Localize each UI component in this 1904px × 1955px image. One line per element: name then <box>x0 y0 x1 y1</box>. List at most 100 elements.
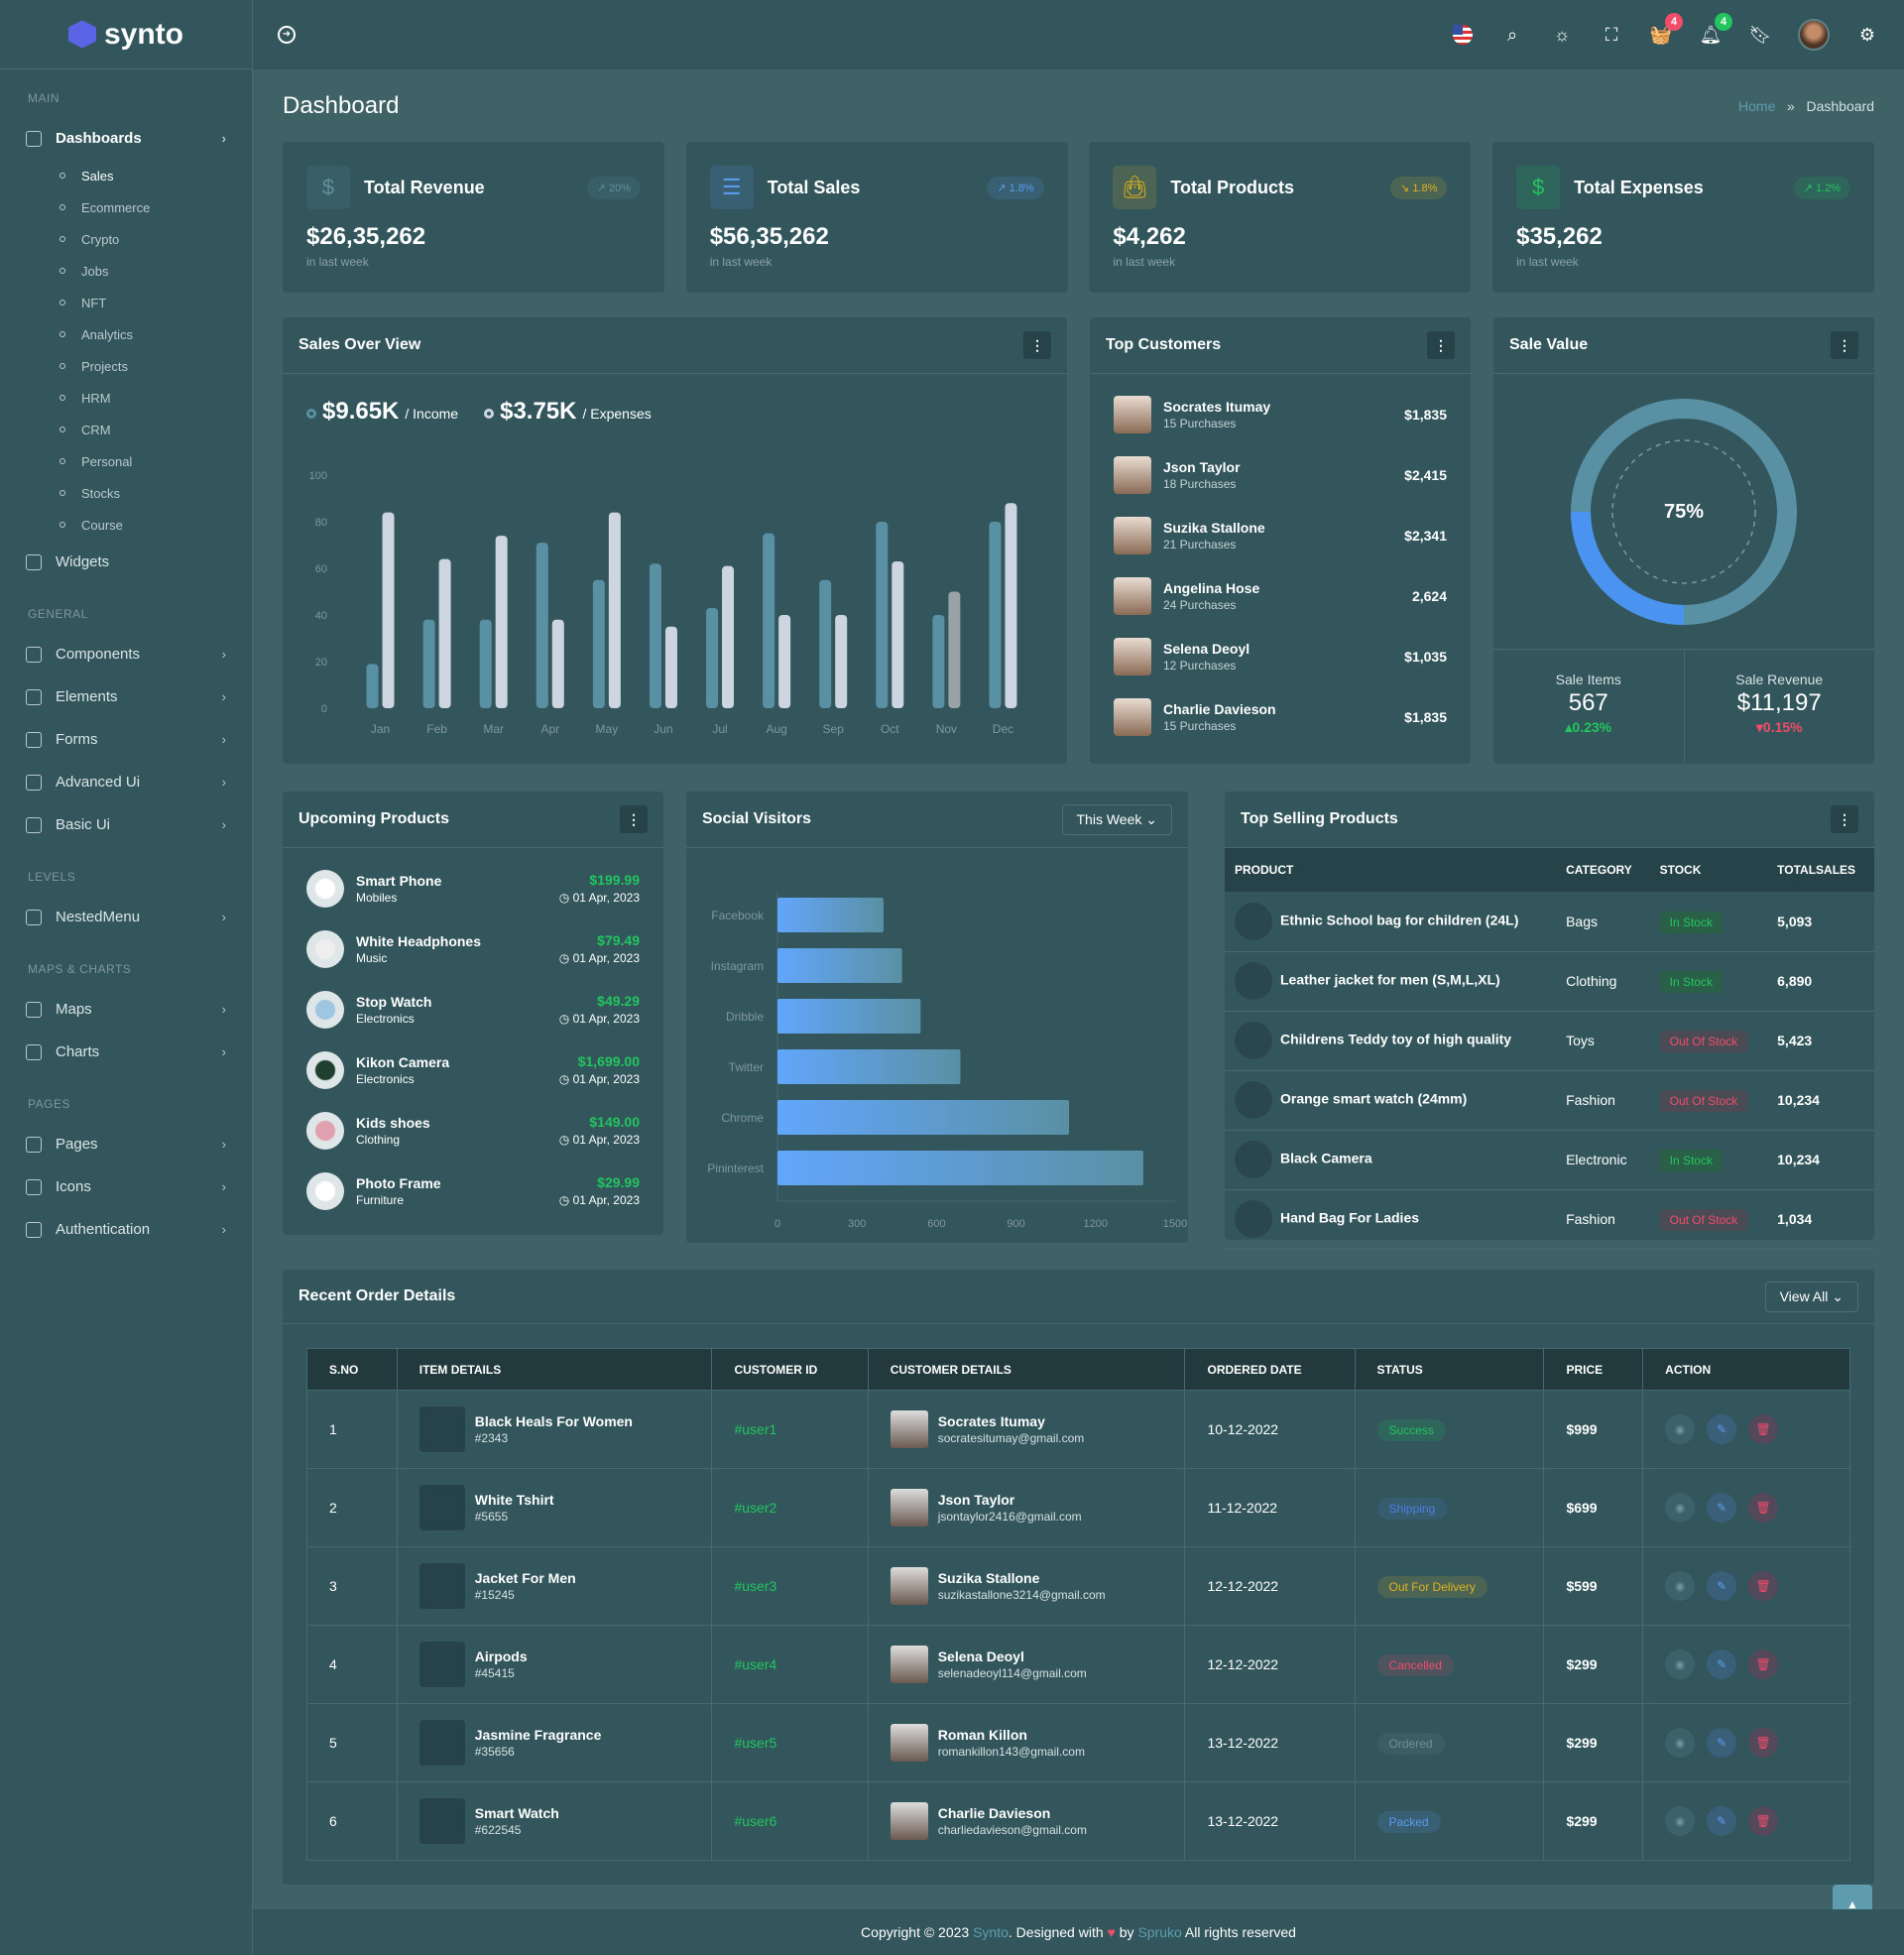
sidebar-item-nestedmenu[interactable]: NestedMenu › <box>0 896 252 938</box>
bar-income[interactable] <box>366 664 379 708</box>
edit-icon[interactable]: ✎ <box>1707 1414 1737 1444</box>
bar-income[interactable] <box>422 619 435 708</box>
edit-icon[interactable]: ✎ <box>1707 1571 1737 1601</box>
edit-icon[interactable]: ✎ <box>1707 1806 1737 1836</box>
customer-item[interactable]: Json Taylor 18 Purchases $2,415 <box>1090 444 1471 505</box>
customer-item[interactable]: Charlie Davieson 15 Purchases $1,835 <box>1090 686 1471 747</box>
bar-expenses[interactable] <box>664 626 677 708</box>
sidebar-subitem[interactable]: Course <box>0 509 252 541</box>
sidebar-subitem[interactable]: Analytics <box>0 318 252 350</box>
bar-twitter[interactable] <box>777 1049 961 1084</box>
logo[interactable]: synto <box>0 0 252 69</box>
customer-id-link[interactable]: #user6 <box>711 1781 869 1861</box>
table-row[interactable]: Hand Bag For Ladies Fashion Out Of Stock 1,… <box>1225 1189 1874 1250</box>
more-options-icon[interactable]: ⋮ <box>1831 331 1858 359</box>
sidebar-item-pages[interactable]: Pages › <box>0 1123 252 1165</box>
sidebar-subitem[interactable]: Personal <box>0 445 252 477</box>
sidebar-item-charts[interactable]: Charts › <box>0 1031 252 1073</box>
delete-icon[interactable]: 🗑︎ <box>1748 1571 1779 1601</box>
table-row[interactable]: Childrens Teddy toy of high quality Toys O… <box>1225 1011 1874 1071</box>
delete-icon[interactable]: 🗑︎ <box>1748 1414 1779 1444</box>
theme-toggle-icon[interactable]: ☼ <box>1553 24 1571 45</box>
bar-expenses[interactable] <box>438 558 451 708</box>
sidebar-item-widgets[interactable]: Widgets <box>0 541 252 583</box>
sidebar-item-advanced-ui[interactable]: Advanced Ui › <box>0 761 252 803</box>
bar-income[interactable] <box>649 563 661 708</box>
breadcrumb-home[interactable]: Home <box>1738 97 1776 114</box>
upcoming-product-item[interactable]: Photo Frame Furniture $29.99 ◷ 01 Apr, 2023 <box>283 1161 663 1221</box>
view-icon[interactable]: ◉ <box>1665 1493 1696 1523</box>
more-options-icon[interactable]: ⋮ <box>620 805 648 833</box>
bar-chrome[interactable] <box>777 1100 1070 1135</box>
more-options-icon[interactable]: ⋮ <box>1831 805 1858 833</box>
sidebar-item-icons[interactable]: Icons › <box>0 1165 252 1208</box>
more-options-icon[interactable]: ⋮ <box>1427 331 1455 359</box>
table-row[interactable]: Leather jacket for men (S,M,L,XL) Clothin… <box>1225 951 1874 1012</box>
bar-dribble[interactable] <box>777 999 921 1034</box>
sidebar-subitem[interactable]: CRM <box>0 414 252 445</box>
bar-income[interactable] <box>932 615 945 708</box>
cart-icon[interactable]: 🧺 4 <box>1649 13 1683 47</box>
customer-id-link[interactable]: #user4 <box>711 1625 869 1704</box>
delete-icon[interactable]: 🗑︎ <box>1748 1650 1779 1679</box>
bar-expenses[interactable] <box>892 560 904 708</box>
more-options-icon[interactable]: ⋮ <box>1023 331 1051 359</box>
view-icon[interactable]: ◉ <box>1665 1571 1696 1601</box>
customer-item[interactable]: Selena Deoyl 12 Purchases $1,035 <box>1090 626 1471 686</box>
user-avatar[interactable] <box>1798 19 1830 51</box>
sidebar-subitem[interactable]: Crypto <box>0 223 252 255</box>
sidebar-item-maps[interactable]: Maps › <box>0 988 252 1031</box>
upcoming-product-item[interactable]: Stop Watch Electronics $49.29 ◷ 01 Apr, 202… <box>283 979 663 1039</box>
view-icon[interactable]: ◉ <box>1665 1650 1696 1679</box>
table-row[interactable]: Orange smart watch (24mm) Fashion Out Of S… <box>1225 1070 1874 1131</box>
sidebar-item-basic-ui[interactable]: Basic Ui › <box>0 803 252 846</box>
view-all-button[interactable]: View All ⌄ <box>1764 1281 1858 1312</box>
table-row[interactable]: Black Camera Electronic In Stock 10,234 <box>1225 1130 1874 1190</box>
sidebar-item-authentication[interactable]: Authentication › <box>0 1208 252 1251</box>
bar-expenses[interactable] <box>551 619 564 708</box>
sidebar-subitem[interactable]: HRM <box>0 382 252 414</box>
bar-expenses[interactable] <box>495 536 508 708</box>
sidebar-subitem[interactable]: Stocks <box>0 477 252 509</box>
bar-expenses[interactable] <box>1005 503 1017 708</box>
customer-item[interactable]: Suzika Stallone 21 Purchases $2,341 <box>1090 505 1471 565</box>
bar-expenses[interactable] <box>835 615 848 708</box>
sidebar-subitem[interactable]: Jobs <box>0 255 252 287</box>
upcoming-product-item[interactable]: Smart Phone Mobiles $199.99 ◷ 01 Apr, 2023 <box>283 858 663 918</box>
sidebar-subitem[interactable]: Projects <box>0 350 252 382</box>
sidebar-item-elements[interactable]: Elements › <box>0 675 252 718</box>
view-icon[interactable]: ◉ <box>1665 1806 1696 1836</box>
edit-icon[interactable]: ✎ <box>1707 1728 1737 1758</box>
view-icon[interactable]: ◉ <box>1665 1414 1696 1444</box>
delete-icon[interactable]: 🗑︎ <box>1748 1806 1779 1836</box>
bookmark-icon[interactable]: 🔖︎ <box>1748 24 1772 45</box>
bar-expenses[interactable] <box>722 565 735 708</box>
sidebar-item-forms[interactable]: Forms › <box>0 718 252 761</box>
sidebar-subitem[interactable]: Ecommerce <box>0 191 252 223</box>
sidebar-subitem[interactable]: Sales <box>0 160 252 191</box>
bar-facebook[interactable] <box>777 898 884 932</box>
delete-icon[interactable]: 🗑︎ <box>1748 1728 1779 1758</box>
edit-icon[interactable]: ✎ <box>1707 1650 1737 1679</box>
customer-id-link[interactable]: #user5 <box>711 1703 869 1782</box>
bar-income[interactable] <box>819 579 832 708</box>
bar-expenses[interactable] <box>778 615 791 708</box>
delete-icon[interactable]: 🗑︎ <box>1748 1493 1779 1523</box>
bell-icon[interactable]: 🔔︎ 4 <box>1699 13 1732 47</box>
search-icon[interactable]: ⌕ <box>1506 24 1518 45</box>
sidebar-toggle-icon[interactable]: ➜ <box>278 26 296 44</box>
footer-brand-link[interactable]: Synto <box>973 1924 1009 1940</box>
bar-expenses[interactable] <box>382 512 395 708</box>
upcoming-product-item[interactable]: Kikon Camera Electronics $1,699.00 ◷ 01 Apr… <box>283 1039 663 1100</box>
us-flag-icon[interactable] <box>1451 23 1475 47</box>
customer-id-link[interactable]: #user1 <box>711 1390 869 1469</box>
sidebar-item-dashboards[interactable]: Dashboards › <box>0 117 252 160</box>
bar-income[interactable] <box>706 607 719 708</box>
bar-pininterest[interactable] <box>777 1151 1143 1185</box>
gear-icon[interactable]: ⚙ <box>1858 24 1876 45</box>
bar-expenses[interactable] <box>608 512 621 708</box>
period-dropdown[interactable]: This Week ⌄ <box>1061 803 1172 835</box>
bar-income[interactable] <box>479 619 492 708</box>
bar-income[interactable] <box>763 533 775 708</box>
sidebar-item-components[interactable]: Components › <box>0 633 252 675</box>
